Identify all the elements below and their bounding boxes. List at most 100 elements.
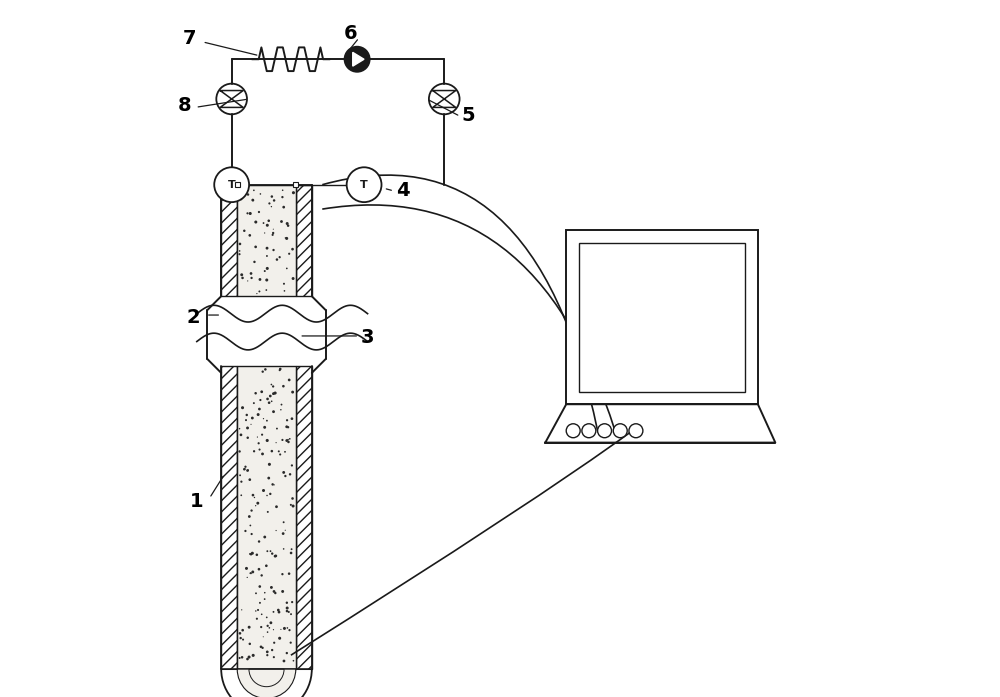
Point bbox=[259, 243, 275, 254]
Point bbox=[262, 546, 278, 557]
Point bbox=[281, 248, 297, 259]
Point bbox=[240, 189, 256, 200]
Point bbox=[272, 365, 288, 376]
Text: T: T bbox=[360, 180, 368, 190]
Bar bbox=[566, 230, 758, 404]
Point bbox=[275, 586, 291, 597]
Point bbox=[272, 633, 288, 644]
Point bbox=[279, 421, 295, 432]
Point bbox=[271, 446, 287, 457]
Text: 3: 3 bbox=[361, 328, 374, 347]
Point bbox=[257, 531, 273, 542]
Point bbox=[284, 460, 300, 471]
Point bbox=[233, 429, 249, 441]
Point bbox=[237, 464, 253, 475]
Point bbox=[232, 245, 248, 256]
Circle shape bbox=[598, 424, 612, 438]
Point bbox=[267, 588, 283, 599]
Point bbox=[276, 623, 292, 634]
Point bbox=[275, 185, 291, 196]
Point bbox=[259, 650, 275, 661]
Point bbox=[265, 227, 281, 238]
Bar bbox=[579, 243, 745, 392]
Point bbox=[250, 409, 266, 420]
Point bbox=[238, 562, 254, 574]
Polygon shape bbox=[353, 52, 364, 66]
Point bbox=[240, 465, 256, 476]
Point bbox=[266, 245, 282, 256]
Point bbox=[239, 654, 255, 665]
Wedge shape bbox=[237, 669, 296, 697]
Point bbox=[268, 525, 284, 536]
Bar bbox=[221, 185, 237, 296]
Point bbox=[243, 549, 259, 560]
Point bbox=[264, 191, 280, 202]
Point bbox=[268, 501, 284, 512]
Point bbox=[259, 646, 275, 657]
Point bbox=[233, 194, 249, 205]
Point bbox=[264, 445, 280, 457]
Point bbox=[259, 546, 275, 557]
Point bbox=[266, 637, 282, 648]
Point bbox=[255, 631, 271, 643]
Point bbox=[244, 528, 260, 539]
Point bbox=[283, 499, 299, 510]
Point bbox=[284, 597, 300, 608]
Circle shape bbox=[566, 424, 580, 438]
Point bbox=[263, 618, 279, 629]
Point bbox=[251, 206, 267, 217]
Point bbox=[277, 470, 293, 482]
Point bbox=[243, 419, 259, 430]
Point bbox=[250, 498, 266, 509]
Point bbox=[248, 388, 264, 399]
Point bbox=[274, 569, 290, 580]
Point bbox=[244, 548, 260, 559]
Point bbox=[260, 620, 276, 631]
Circle shape bbox=[345, 47, 370, 72]
Point bbox=[279, 648, 295, 659]
Point bbox=[276, 285, 292, 296]
Point bbox=[266, 586, 282, 597]
Point bbox=[250, 604, 266, 615]
Circle shape bbox=[613, 424, 627, 438]
Point bbox=[235, 273, 251, 284]
Point bbox=[283, 608, 299, 620]
Circle shape bbox=[216, 84, 247, 114]
Point bbox=[280, 422, 296, 433]
Bar bbox=[296, 366, 312, 669]
Circle shape bbox=[429, 84, 460, 114]
Point bbox=[264, 548, 280, 559]
Point bbox=[266, 406, 282, 418]
Point bbox=[266, 388, 282, 399]
Bar bbox=[221, 366, 237, 669]
Point bbox=[252, 581, 268, 592]
Point bbox=[280, 436, 296, 447]
Point bbox=[265, 479, 281, 490]
Point bbox=[235, 402, 251, 413]
Point bbox=[260, 627, 276, 638]
Point bbox=[277, 446, 293, 457]
Point bbox=[285, 493, 301, 504]
Point bbox=[269, 423, 285, 434]
Point bbox=[285, 187, 301, 198]
Point bbox=[268, 437, 284, 448]
Point bbox=[263, 379, 279, 390]
Point bbox=[279, 597, 295, 608]
Point bbox=[280, 434, 296, 445]
Point bbox=[261, 622, 277, 634]
Point bbox=[259, 490, 275, 501]
Point bbox=[271, 606, 287, 618]
Point bbox=[255, 413, 271, 424]
Point bbox=[259, 220, 275, 231]
Point bbox=[258, 560, 274, 572]
Point bbox=[270, 604, 286, 615]
Point bbox=[239, 208, 255, 219]
Point bbox=[234, 652, 250, 663]
Point bbox=[265, 388, 281, 399]
Point bbox=[262, 489, 278, 500]
Point bbox=[242, 474, 258, 485]
Point bbox=[242, 549, 258, 560]
Point bbox=[248, 588, 264, 599]
Point bbox=[279, 218, 295, 229]
Point bbox=[252, 274, 268, 285]
